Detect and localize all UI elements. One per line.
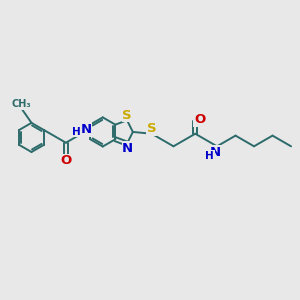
Text: N: N — [80, 123, 92, 136]
Text: S: S — [122, 109, 132, 122]
Text: CH₃: CH₃ — [12, 99, 31, 109]
Text: O: O — [60, 154, 71, 167]
Text: N: N — [210, 146, 221, 159]
Text: H: H — [72, 127, 81, 137]
Text: O: O — [194, 113, 205, 126]
Text: H: H — [206, 151, 214, 161]
Text: S: S — [147, 122, 157, 135]
Text: N: N — [122, 142, 133, 155]
